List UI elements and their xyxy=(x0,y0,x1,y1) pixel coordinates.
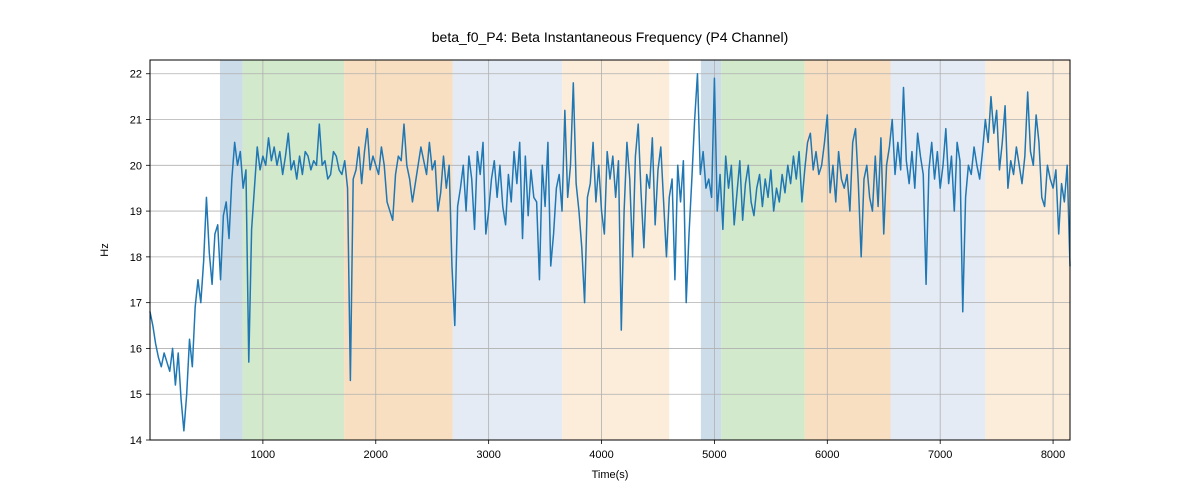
svg-text:16: 16 xyxy=(130,343,142,355)
svg-text:14: 14 xyxy=(130,435,142,447)
y-axis-label: Hz xyxy=(99,243,111,256)
svg-text:17: 17 xyxy=(130,298,142,310)
svg-text:19: 19 xyxy=(130,206,142,218)
svg-text:20: 20 xyxy=(130,160,142,172)
chart-title: beta_f0_P4: Beta Instantaneous Frequency… xyxy=(432,29,788,45)
svg-text:5000: 5000 xyxy=(702,449,726,461)
y-ticks: 14 15 16 17 18 19 20 21 22 xyxy=(130,69,150,447)
svg-text:4000: 4000 xyxy=(589,449,613,461)
svg-text:21: 21 xyxy=(130,115,142,127)
beta-frequency-chart: beta_f0_P4: Beta Instantaneous Frequency… xyxy=(0,0,1200,500)
svg-text:1000: 1000 xyxy=(251,449,275,461)
svg-text:8000: 8000 xyxy=(1041,449,1065,461)
svg-text:22: 22 xyxy=(130,69,142,81)
svg-text:2000: 2000 xyxy=(364,449,388,461)
svg-text:15: 15 xyxy=(130,389,142,401)
x-ticks: 1000 2000 3000 4000 5000 6000 7000 8000 xyxy=(251,440,1066,461)
svg-text:6000: 6000 xyxy=(815,449,839,461)
svg-text:7000: 7000 xyxy=(928,449,952,461)
x-axis-label: Time(s) xyxy=(592,469,629,481)
svg-text:18: 18 xyxy=(130,252,142,264)
highlight-bands xyxy=(220,60,1070,440)
svg-text:3000: 3000 xyxy=(476,449,500,461)
